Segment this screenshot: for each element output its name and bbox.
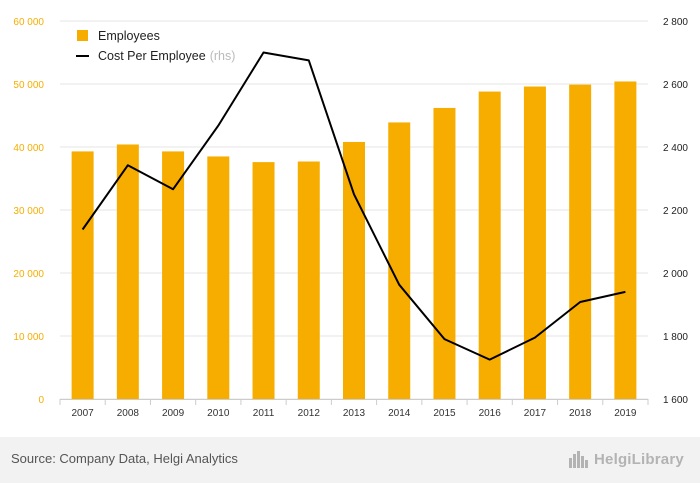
y-right-tick-label: 2 800 [663, 17, 688, 28]
x-tick-label: 2019 [614, 408, 637, 419]
y-left-tick-label: 50 000 [13, 80, 44, 91]
x-tick-label: 2007 [71, 408, 94, 419]
city-skyline-icon [569, 451, 588, 468]
y-left-tick-label: 20 000 [13, 269, 44, 280]
bar-2008 [116, 144, 139, 399]
y-right-tick-label: 2 000 [663, 269, 688, 280]
y-right-tick-label: 2 200 [663, 206, 688, 217]
brand-logo: HelgiLibrary [568, 449, 684, 469]
y-left-tick-label: 60 000 [13, 17, 44, 28]
bar-2016 [478, 91, 501, 399]
x-tick-label: 2010 [207, 408, 230, 419]
bar-2019 [614, 81, 637, 399]
y-right-tick-label: 2 400 [663, 143, 688, 154]
bar-2012 [297, 161, 320, 399]
legend: Employees Cost Per Employee (rhs) [76, 29, 235, 63]
legend-swatch-employees [77, 30, 88, 41]
x-tick-label: 2018 [569, 408, 592, 419]
y-axis-left: 0 10 000 20 000 30 000 40 000 50 000 60 000 [13, 17, 44, 406]
line-series-cost-per-employee [81, 51, 626, 361]
bar-2009 [162, 151, 185, 399]
x-tick-label: 2017 [524, 408, 547, 419]
bar-2017 [523, 86, 546, 400]
bar-2018 [569, 84, 592, 399]
bar-2014 [388, 122, 411, 400]
x-tick-label: 2015 [433, 408, 456, 419]
bar-2010 [207, 156, 230, 399]
bar-series-employees [71, 81, 637, 400]
brand-name: HelgiLibrary [594, 450, 684, 468]
legend-label-suffix: (rhs) [210, 49, 236, 63]
y-left-tick-label: 10 000 [13, 332, 44, 343]
chart: 2007 2008 2009 2010 2011 2012 2013 2014 2015 2016… [13, 17, 688, 419]
legend-label-employees: Employees [98, 29, 160, 43]
x-tick-label: 2011 [253, 408, 275, 419]
y-right-tick-label: 1 600 [663, 395, 688, 406]
x-tick-label: 2013 [343, 408, 366, 419]
legend-label-text: Cost Per Employee [98, 49, 206, 63]
x-tick-label: 2008 [117, 408, 140, 419]
y-left-tick-label: 30 000 [13, 206, 44, 217]
bar-2011 [252, 162, 275, 399]
source-note: Source: Company Data, Helgi Analytics [11, 451, 238, 466]
y-left-tick-label: 0 [38, 395, 44, 406]
x-tick-label: 2012 [298, 408, 321, 419]
x-tick-label: 2009 [162, 408, 185, 419]
y-right-tick-label: 2 600 [663, 80, 688, 91]
y-axis-right: 1 600 1 800 2 000 2 200 2 400 2 600 2 800 [663, 17, 688, 406]
x-tick-label: 2016 [479, 408, 502, 419]
line-cost-per-employee [81, 51, 626, 361]
y-left-tick-label: 40 000 [13, 143, 44, 154]
legend-label-cost-per-employee: Cost Per Employee (rhs) [98, 49, 235, 63]
x-tick-label: 2014 [388, 408, 411, 419]
bar-2007 [71, 151, 94, 399]
bar-2013 [343, 141, 365, 399]
bar-2015 [433, 107, 456, 399]
x-axis: 2007 2008 2009 2010 2011 2012 2013 2014 2015 2016… [59, 399, 649, 419]
y-right-tick-label: 1 800 [663, 332, 688, 343]
